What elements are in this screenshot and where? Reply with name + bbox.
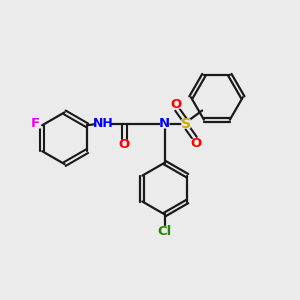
FancyBboxPatch shape: [191, 139, 202, 148]
FancyBboxPatch shape: [160, 119, 170, 128]
FancyBboxPatch shape: [159, 226, 171, 237]
Text: S: S: [181, 117, 191, 131]
FancyBboxPatch shape: [181, 119, 191, 128]
FancyBboxPatch shape: [30, 119, 41, 128]
Text: O: O: [119, 139, 130, 152]
Text: O: O: [191, 137, 202, 150]
Text: F: F: [31, 117, 40, 130]
Text: Cl: Cl: [158, 225, 172, 238]
FancyBboxPatch shape: [170, 99, 181, 109]
Text: N: N: [159, 117, 170, 130]
Text: O: O: [170, 98, 181, 111]
FancyBboxPatch shape: [120, 140, 129, 150]
Text: NH: NH: [93, 117, 114, 130]
FancyBboxPatch shape: [96, 119, 110, 129]
